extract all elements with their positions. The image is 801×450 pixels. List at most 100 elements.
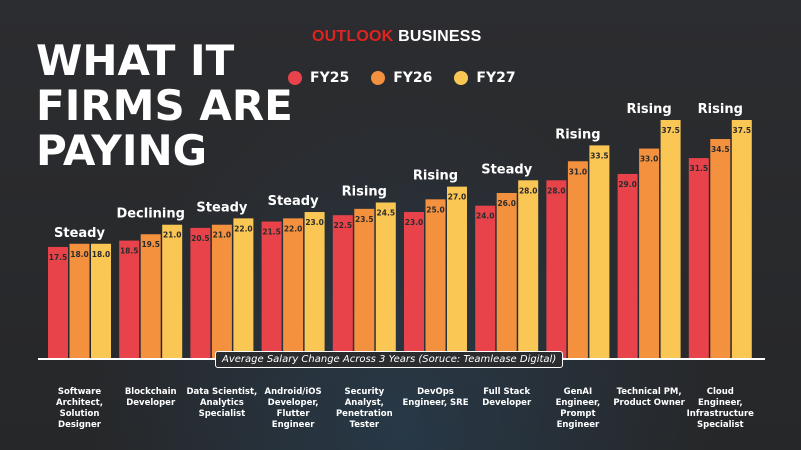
- bar-fy27-0: [91, 243, 111, 358]
- trend-label-7: Rising: [555, 127, 600, 142]
- brand-part-2: BUSINESS: [398, 28, 482, 45]
- category-labels: Software Architect, Solution Designer Blockc…: [0, 380, 801, 450]
- trend-label-8: Rising: [626, 102, 671, 117]
- chart-caption: Average Salary Change Across 3 Years (So…: [215, 351, 564, 368]
- bar-fy25-7: [546, 180, 567, 358]
- bar-fy26-4: [354, 208, 375, 358]
- trend-label-5: Rising: [413, 169, 458, 184]
- headline: WHAT IT FIRMS ARE PAYING: [36, 38, 293, 173]
- data-label-fy25-4: 22.5: [334, 221, 353, 230]
- category-label-9: Cloud Engineer, Infrastructure Specialist: [686, 387, 754, 430]
- legend-swatch-fy27: [454, 71, 469, 85]
- legend: FY25 FY26 FY27: [288, 70, 516, 86]
- bar-fy26-1: [140, 234, 161, 358]
- data-label-fy26-7: 31.0: [569, 167, 588, 176]
- data-label-fy27-8: 37.5: [661, 126, 680, 135]
- trend-label-2: Steady: [196, 200, 247, 215]
- data-label-fy25-0: 17.5: [49, 253, 68, 262]
- data-label-fy27-0: 18.0: [92, 250, 111, 259]
- bar-fy25-5: [404, 212, 424, 358]
- data-label-fy26-8: 33.0: [640, 155, 659, 164]
- data-label-fy27-4: 24.5: [377, 209, 396, 218]
- data-label-fy27-3: 23.0: [305, 218, 324, 227]
- category-label-3: Android/iOS Developer, Flutter Engineer: [264, 387, 322, 430]
- bar-fy25-4: [332, 215, 353, 358]
- trend-label-0: Steady: [54, 226, 105, 241]
- data-label-fy27-5: 27.0: [448, 193, 467, 202]
- headline-line-3: PAYING: [36, 126, 208, 175]
- legend-label-fy25: FY25: [310, 70, 350, 86]
- legend-item-fy25: FY25: [288, 70, 349, 86]
- legend-swatch-fy26: [371, 71, 386, 85]
- data-label-fy25-7: 28.0: [547, 186, 566, 195]
- data-label-fy25-8: 29.0: [618, 180, 637, 189]
- legend-label-fy26: FY26: [393, 70, 433, 86]
- bar-fy26-5: [425, 199, 446, 358]
- bar-fy27-6: [518, 180, 539, 358]
- bar-fy27-9: [731, 120, 752, 358]
- bar-fy27-2: [233, 218, 254, 358]
- category-label-4: Security Analyst, Penetration Tester: [335, 387, 393, 430]
- category-label-2: Data Scientist, Analytics Specialist: [186, 387, 258, 419]
- bar-fy26-2: [211, 224, 232, 358]
- bar-fy26-0: [69, 243, 90, 358]
- data-label-fy25-5: 23.0: [405, 218, 424, 227]
- brand-logo: OUTLOOK BUSINESS: [312, 28, 481, 46]
- trend-label-1: Declining: [116, 207, 185, 222]
- headline-line-1: WHAT IT: [36, 36, 235, 85]
- bar-fy27-7: [589, 145, 610, 358]
- bar-fy27-1: [162, 224, 183, 358]
- legend-item-fy26: FY26: [371, 70, 432, 86]
- data-label-fy25-1: 18.5: [120, 247, 139, 256]
- data-label-fy25-3: 21.5: [262, 228, 281, 237]
- data-label-fy25-9: 31.5: [690, 164, 709, 173]
- bar-fy26-8: [639, 148, 660, 358]
- legend-swatch-fy25: [288, 71, 302, 85]
- data-label-fy27-7: 33.5: [590, 151, 609, 160]
- brand-part-1: OUTLOOK: [312, 28, 394, 45]
- data-label-fy26-5: 25.0: [426, 205, 445, 214]
- data-label-fy26-2: 21.0: [213, 231, 232, 240]
- legend-item-fy27: FY27: [454, 70, 516, 86]
- category-label-1: Blockchain Developer: [124, 387, 177, 408]
- bar-fy26-7: [567, 161, 588, 358]
- data-label-fy26-4: 23.5: [355, 215, 374, 224]
- bar-fy27-8: [660, 120, 681, 358]
- data-label-fy27-1: 21.0: [163, 231, 182, 240]
- bar-fy25-2: [190, 227, 211, 358]
- bar-fy25-9: [688, 158, 709, 358]
- bar-fy25-0: [48, 246, 68, 358]
- data-label-fy26-1: 19.5: [141, 240, 160, 249]
- trend-label-3: Steady: [268, 194, 319, 209]
- category-label-0: Software Architect, Solution Designer: [56, 387, 103, 430]
- category-label-7: GenAI Engineer, Prompt Engineer: [555, 387, 601, 430]
- data-label-fy26-9: 34.5: [711, 145, 730, 154]
- bar-fy25-6: [475, 205, 496, 358]
- data-label-fy27-2: 22.0: [234, 224, 253, 233]
- data-label-fy25-6: 24.0: [476, 212, 495, 221]
- trend-label-4: Rising: [342, 185, 387, 200]
- data-label-fy25-2: 20.5: [191, 234, 210, 243]
- category-label-8: Technical PM, Product Owner: [613, 387, 685, 408]
- bar-fy26-3: [283, 218, 304, 358]
- category-label-6: Full Stack Developer: [482, 387, 532, 408]
- data-label-fy26-3: 22.0: [284, 224, 303, 233]
- category-label-5: DevOps Engineer, SRE: [402, 387, 469, 408]
- data-label-fy26-0: 18.0: [70, 250, 89, 259]
- headline-line-2: FIRMS ARE: [36, 81, 293, 130]
- bar-fy27-5: [447, 186, 467, 358]
- data-label-fy27-9: 37.5: [733, 126, 752, 135]
- trend-label-6: Steady: [481, 162, 532, 177]
- data-label-fy27-6: 28.0: [519, 186, 538, 195]
- data-label-fy26-6: 26.0: [497, 199, 516, 208]
- bar-fy27-3: [304, 212, 325, 358]
- legend-label-fy27: FY27: [476, 70, 516, 86]
- trend-label-9: Rising: [698, 102, 743, 117]
- bar-fy25-8: [617, 173, 638, 358]
- bar-fy25-1: [119, 240, 140, 358]
- bar-fy26-9: [710, 139, 731, 358]
- bar-fy27-4: [375, 202, 396, 358]
- bar-fy25-3: [261, 221, 282, 358]
- bar-fy26-6: [496, 192, 517, 358]
